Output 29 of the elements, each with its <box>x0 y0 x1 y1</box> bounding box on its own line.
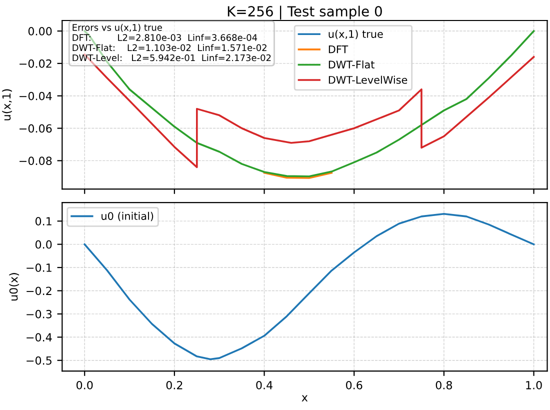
y-axis-title: u0(x) <box>9 273 20 301</box>
line-series <box>84 212 535 360</box>
y-tick-label: −0.5 <box>26 356 52 365</box>
x-tick-label: 0.4 <box>256 380 272 390</box>
chart-title: K=256 | Test sample 0 <box>228 6 382 20</box>
y-tick-label: −0.3 <box>26 310 52 318</box>
y-tick-label: −0.02 <box>20 59 52 68</box>
y-tick-label: −0.06 <box>20 124 52 133</box>
x-tick-label: 0.8 <box>436 380 452 390</box>
y-tick-label: −0.04 <box>20 92 52 100</box>
y-tick-label: −0.08 <box>20 156 52 166</box>
x-tick-label: 0.2 <box>166 380 182 390</box>
x-tick-label: 0.6 <box>346 380 362 390</box>
x-tick-label: 0.0 <box>76 380 93 390</box>
legend-label: DWT-LevelWise <box>328 76 408 84</box>
y-tick-label: 0.00 <box>28 27 52 36</box>
legend-label: DFT <box>328 45 348 54</box>
y-axis-title: u(x,1) <box>2 89 12 120</box>
y-tick-label: −0.1 <box>26 263 52 272</box>
legend-label: u0 (initial) <box>102 212 154 222</box>
legend-label: DWT-Flat <box>328 60 374 69</box>
legend-label: u(x,1) true <box>328 30 383 40</box>
y-tick-label: −0.2 <box>26 286 52 296</box>
y-tick-label: −0.4 <box>26 333 52 342</box>
y-tick-label: 0.1 <box>35 217 52 226</box>
x-tick-label: 1.0 <box>526 380 542 390</box>
annotation: Errors vs u(x,1) true DFT: L2=2.810e-03 Linf=3.668e-04 DWT-Flat: L2=1.103e-02 Linf=1.571e-02 DWT-Level: L2=5.942e-01 Linf=2.173e-02 <box>72 24 271 62</box>
y-tick-label: 0.0 <box>35 240 52 249</box>
x-axis-title: x <box>302 395 308 402</box>
